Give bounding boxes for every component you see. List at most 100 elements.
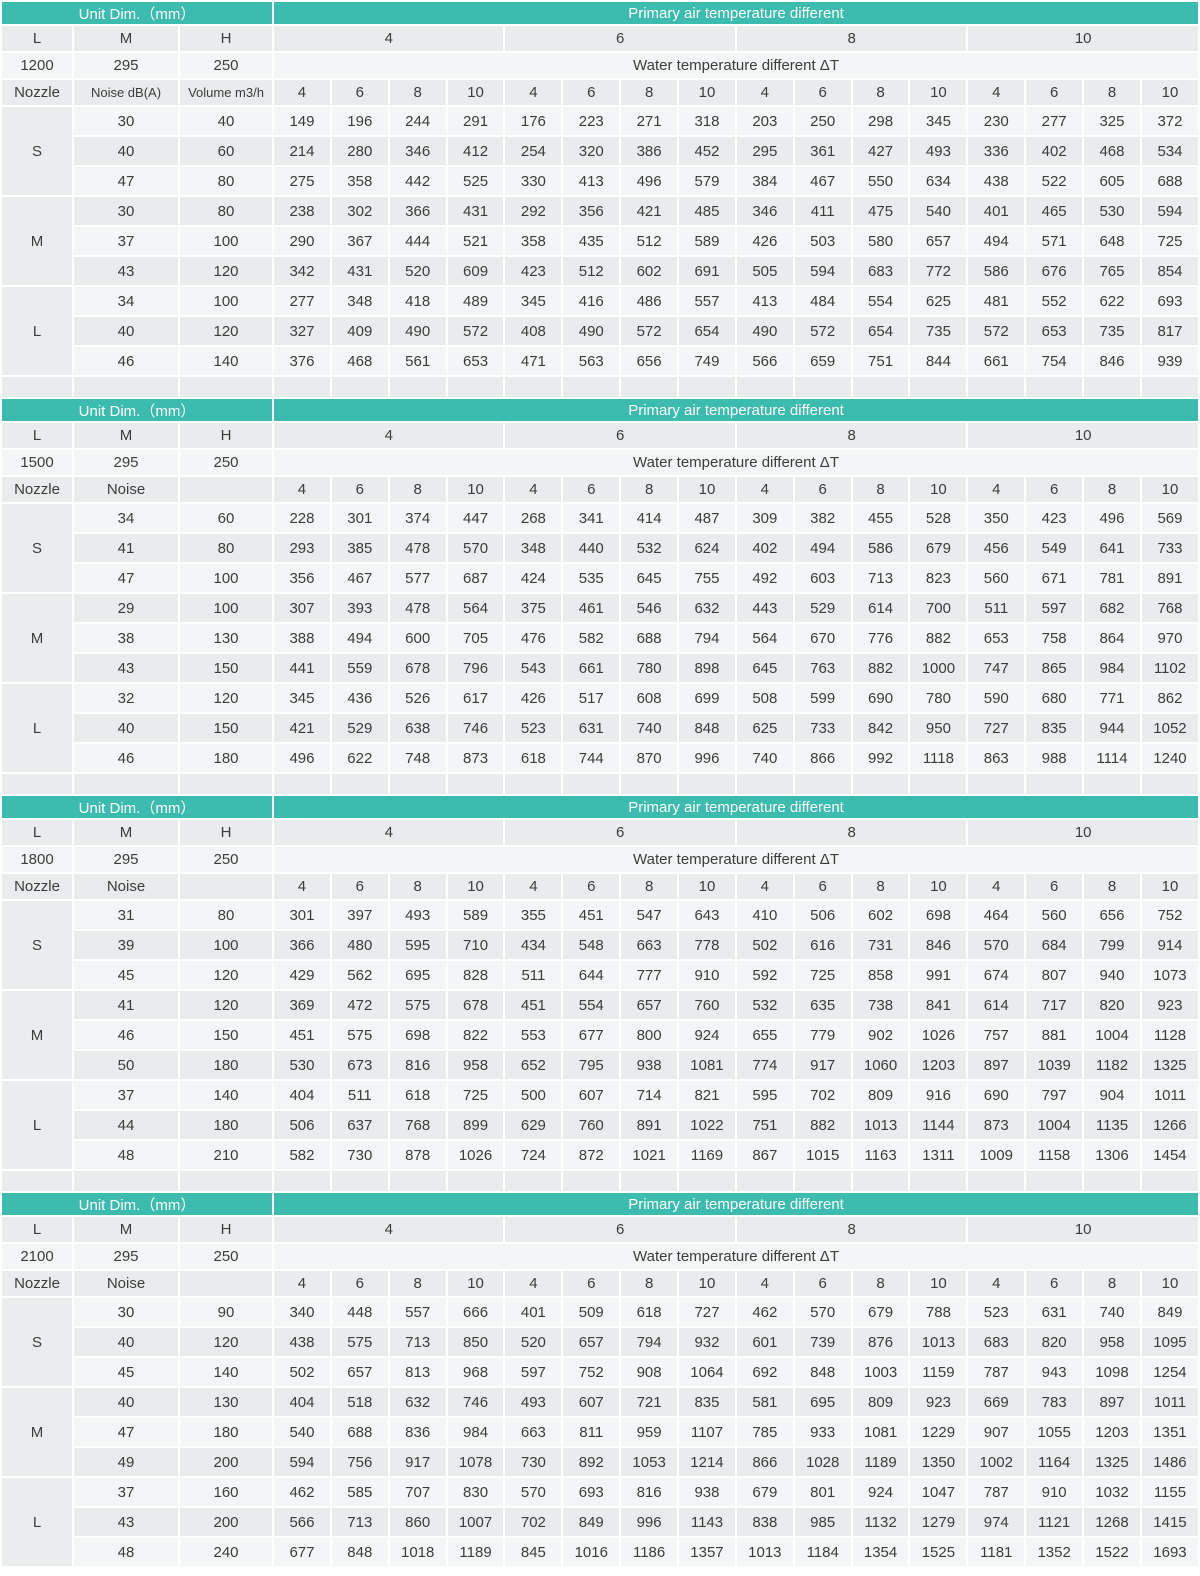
dims-row: 2100 295 250 Water temperature different ΔT: [2, 1244, 1198, 1269]
value-cell: 702: [794, 1081, 851, 1109]
table-row: M 41 120 369 472 575 678 451 554 657 760 532 635 738 8…: [2, 991, 1198, 1079]
table-row: 47 80 275 358 442 525 330 413 496 579 384 467 550 634…: [2, 167, 1198, 195]
primary-air-header: Primary air temperature different: [274, 796, 1198, 818]
value-cell: 781: [1084, 564, 1140, 592]
value-cell: 376: [274, 347, 330, 375]
value-cell: 891: [1141, 564, 1198, 592]
value-cell: 777: [621, 961, 678, 989]
delta-col-header: 6: [563, 874, 620, 899]
primary-group-header: 8: [736, 423, 967, 448]
value-cell: 494: [968, 227, 1025, 255]
value-cell: 599: [794, 684, 851, 712]
value-cell: 710: [447, 931, 504, 959]
section-header-row: Unit Dim.（mm） Primary air temperature dif…: [2, 1193, 1198, 1215]
value-cell: 572: [621, 317, 678, 345]
value-cell: 679: [736, 1478, 793, 1506]
noise-cell: 46: [74, 744, 178, 772]
value-cell: 985: [794, 1508, 851, 1536]
volume-cell: 120: [180, 1328, 273, 1356]
spacer-cell: [968, 774, 1025, 794]
value-cell: 1352: [1026, 1538, 1083, 1566]
value-cell: 1060: [852, 1051, 909, 1079]
spacer-cell: [1084, 774, 1140, 794]
value-cell: 1163: [852, 1141, 909, 1169]
value-cell: 582: [274, 1141, 330, 1169]
delta-col-header: 6: [331, 1271, 388, 1296]
value-cell: 508: [736, 684, 793, 712]
nozzle-col-header: Nozzle: [2, 874, 72, 899]
value-cell: 860: [389, 1508, 446, 1536]
value-cell: 412: [447, 137, 504, 165]
volume-col-header: [180, 1271, 273, 1296]
value-cell: 1132: [852, 1508, 909, 1536]
volume-cell: 160: [180, 1478, 273, 1506]
value-cell: 535: [563, 564, 620, 592]
table-row: 40 120 438 575 713 850 520 657 794 932 601 739 876 10…: [2, 1328, 1198, 1356]
value-cell: 546: [621, 594, 678, 622]
value-cell: 638: [389, 714, 446, 742]
delta-col-header: 10: [447, 80, 504, 105]
value-cell: 813: [389, 1358, 446, 1386]
value-cell: 835: [1026, 714, 1083, 742]
value-cell: 1073: [1141, 961, 1198, 989]
value-cell: 634: [910, 167, 967, 195]
dim-header-m: M: [74, 1217, 178, 1242]
value-cell: 1002: [968, 1448, 1025, 1476]
value-cell: 864: [1084, 624, 1140, 652]
volume-col-header: [180, 477, 273, 502]
value-cell: 330: [505, 167, 562, 195]
noise-cell: 38: [74, 624, 178, 652]
spacer-cell: [331, 1171, 388, 1191]
primary-air-header: Primary air temperature different: [274, 1193, 1198, 1215]
value-cell: 644: [563, 961, 620, 989]
primary-air-header: Primary air temperature different: [274, 2, 1198, 24]
value-cell: 787: [968, 1478, 1025, 1506]
value-cell: 375: [505, 594, 562, 622]
delta-col-header: 10: [1141, 1271, 1198, 1296]
table-row: 39 100 366 480 595 710 434 548 663 778 502 616 731 84…: [2, 931, 1198, 959]
dim-header-l: L: [2, 26, 72, 51]
value-cell: 618: [389, 1081, 446, 1109]
value-cell: 738: [852, 991, 909, 1019]
value-cell: 244: [389, 107, 446, 135]
delta-col-header: 8: [1084, 80, 1140, 105]
value-cell: 358: [505, 227, 562, 255]
value-cell: 602: [621, 257, 678, 285]
value-cell: 992: [852, 744, 909, 772]
value-cell: 560: [968, 564, 1025, 592]
value-cell: 695: [794, 1388, 851, 1416]
value-cell: 478: [389, 594, 446, 622]
value-cell: 713: [852, 564, 909, 592]
table-row: 50 180 530 673 816 958 652 795 938 1081 774 917 1060…: [2, 1051, 1198, 1079]
volume-cell: 60: [180, 504, 273, 532]
delta-col-header: 8: [621, 80, 678, 105]
delta-col-header: 6: [794, 477, 851, 502]
volume-cell: 150: [180, 654, 273, 682]
table-row: 40 120 327 409 490 572 408 490 572 654 490 572 654 73…: [2, 317, 1198, 345]
value-cell: 682: [1084, 594, 1140, 622]
primary-group-header: 6: [505, 1217, 735, 1242]
value-cell: 597: [505, 1358, 562, 1386]
value-cell: 848: [794, 1358, 851, 1386]
noise-cell: 48: [74, 1538, 178, 1566]
value-cell: 228: [274, 504, 330, 532]
value-cell: 561: [389, 347, 446, 375]
value-cell: 661: [968, 347, 1025, 375]
value-cell: 440: [563, 534, 620, 562]
value-cell: 648: [1084, 227, 1140, 255]
table-row: 45 140 502 657 813 968 597 752 908 1064 692 848 1003…: [2, 1358, 1198, 1386]
spacer-cell: [74, 774, 178, 794]
nozzle-cell: S: [2, 504, 72, 592]
value-cell: 518: [331, 1388, 388, 1416]
value-cell: 891: [621, 1111, 678, 1139]
column-headers-row: Nozzle Noise 4 6 8 10 4 6 8 10 4 6 8 10 4 6 8 10: [2, 1271, 1198, 1296]
value-cell: 865: [1026, 654, 1083, 682]
value-cell: 196: [331, 107, 388, 135]
value-cell: 601: [736, 1328, 793, 1356]
value-cell: 849: [563, 1508, 620, 1536]
value-cell: 532: [736, 991, 793, 1019]
table-row: L 37 160 462 585 707 830 570 693 816 938 679 801 924 1…: [2, 1478, 1198, 1566]
dim-value: 250: [180, 450, 273, 475]
value-cell: 176: [505, 107, 562, 135]
delta-col-header: 4: [968, 80, 1025, 105]
